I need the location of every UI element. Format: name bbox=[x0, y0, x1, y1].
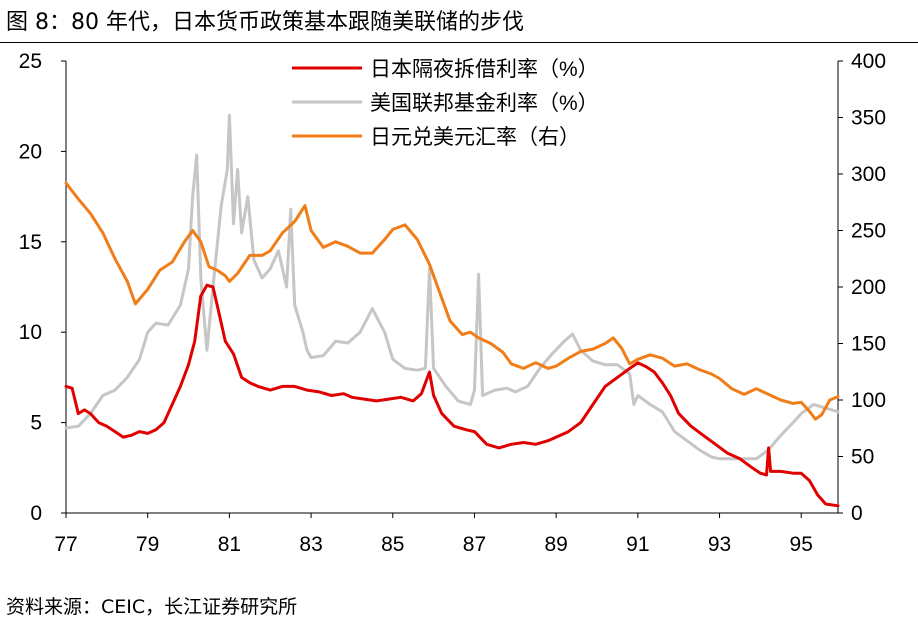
right-y-tick-label: 150 bbox=[851, 333, 886, 356]
title-divider bbox=[0, 42, 918, 43]
x-tick-label: 93 bbox=[708, 533, 731, 556]
left-y-tick-label: 25 bbox=[19, 50, 42, 73]
right-y-tick-label: 200 bbox=[851, 276, 886, 299]
right-y-tick-label: 250 bbox=[851, 220, 886, 243]
right-y-tick-label: 100 bbox=[851, 389, 886, 412]
legend-label-2: 美国联邦基金利率（%） bbox=[370, 92, 599, 115]
left-y-tick-label: 5 bbox=[30, 412, 42, 435]
x-tick-label: 81 bbox=[218, 533, 241, 556]
series-line-2 bbox=[64, 113, 840, 461]
chart-series-lines bbox=[64, 113, 840, 508]
legend-label-3: 日元兑美元汇率（右） bbox=[370, 126, 580, 149]
series-line-3 bbox=[64, 181, 840, 421]
right-y-tick-label: 0 bbox=[851, 502, 863, 525]
chart-legend: 日本隔夜拆借利率（%） 美国联邦基金利率（%） 日元兑美元汇率（右） bbox=[292, 58, 599, 149]
right-y-tick-label: 350 bbox=[851, 107, 886, 130]
x-tick-label: 79 bbox=[136, 533, 159, 556]
right-y-tick-label: 300 bbox=[851, 163, 886, 186]
x-tick-label: 77 bbox=[54, 533, 77, 556]
left-y-tick-label: 0 bbox=[30, 502, 42, 525]
figure-title: 图 8：80 年代，日本货币政策基本跟随美联储的步伐 bbox=[6, 10, 524, 35]
x-tick-label: 95 bbox=[790, 533, 813, 556]
x-tick-label: 87 bbox=[463, 533, 486, 556]
x-tick-label: 83 bbox=[299, 533, 322, 556]
left-y-tick-label: 10 bbox=[19, 321, 42, 344]
x-tick-label: 91 bbox=[626, 533, 649, 556]
right-y-tick-label: 50 bbox=[851, 446, 874, 469]
x-tick-label: 85 bbox=[381, 533, 404, 556]
left-y-tick-label: 20 bbox=[19, 140, 42, 163]
left-y-tick-label: 15 bbox=[19, 231, 42, 254]
figure-source: 资料来源：CEIC，长江证券研究所 bbox=[6, 596, 298, 618]
right-y-tick-label: 400 bbox=[851, 50, 886, 73]
x-tick-label: 89 bbox=[544, 533, 567, 556]
legend-label-1: 日本隔夜拆借利率（%） bbox=[370, 58, 599, 81]
series-line-1 bbox=[64, 283, 840, 508]
